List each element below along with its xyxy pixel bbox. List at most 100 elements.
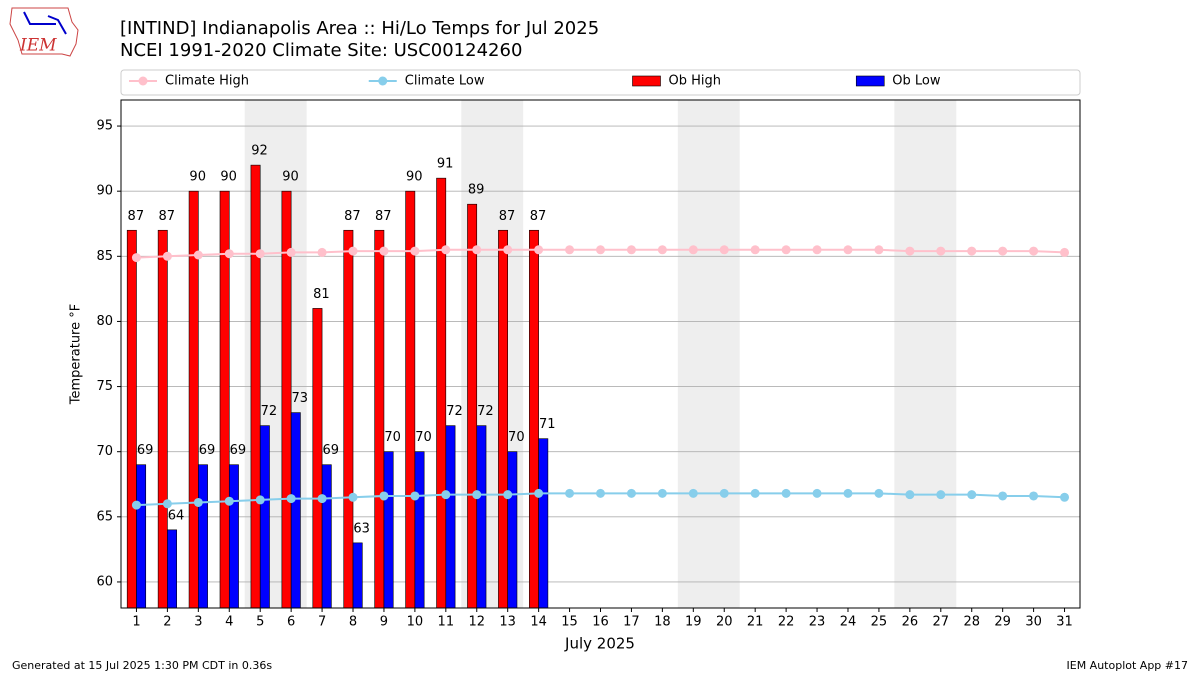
line-point — [255, 495, 265, 505]
line-point — [131, 253, 141, 263]
line-point — [936, 490, 946, 500]
x-tick-label: 1 — [132, 615, 140, 630]
line-point — [441, 245, 451, 255]
x-tick-label: 28 — [963, 615, 980, 630]
line-point — [1060, 247, 1070, 257]
line-point — [657, 488, 667, 498]
value-label: 64 — [168, 508, 185, 523]
line-point — [936, 246, 946, 256]
logo-icon — [23, 11, 67, 35]
weekend-shade — [894, 100, 957, 608]
plot-area: 87 87 90 90 92 90 81 87 87 90 91 89 87 87 69 64 69 69 72 73… — [121, 100, 1080, 609]
line-point — [1029, 491, 1039, 501]
legend-swatch — [632, 75, 661, 87]
value-label: 87 — [375, 209, 392, 224]
bar — [529, 229, 539, 609]
x-tick-label: 30 — [1025, 615, 1042, 630]
value-label: 70 — [508, 430, 525, 445]
footer-right: IEM Autoplot App #17 — [1067, 659, 1189, 672]
x-tick-label: 10 — [407, 615, 424, 630]
line-point — [565, 488, 575, 498]
line-point — [131, 500, 141, 510]
bar — [126, 229, 137, 609]
bar — [507, 451, 518, 609]
line-point — [905, 246, 915, 256]
y-axis-label: Temperature °F — [69, 304, 84, 405]
line-point — [596, 488, 605, 498]
line-point — [1029, 246, 1039, 256]
value-label: 69 — [322, 443, 339, 458]
value-label: 72 — [477, 404, 494, 419]
legend-label: Ob Low — [892, 74, 941, 89]
x-tick-label: 31 — [1056, 615, 1073, 630]
line-point — [998, 246, 1008, 256]
x-tick-label: 4 — [225, 615, 233, 630]
legend-label: Ob High — [669, 74, 722, 89]
line-point — [255, 249, 265, 259]
line-point — [286, 494, 296, 504]
line-point — [626, 245, 636, 255]
line-point — [781, 488, 791, 498]
x-tick-label: 13 — [499, 615, 516, 630]
x-tick-label: 19 — [685, 615, 702, 630]
bar — [436, 177, 447, 609]
value-label: 91 — [437, 157, 454, 172]
logo-text: IEM — [19, 36, 57, 56]
value-label: 90 — [220, 170, 237, 185]
legend-label: Climate High — [165, 74, 249, 89]
x-tick-label: 8 — [349, 615, 357, 630]
line-point — [162, 251, 172, 261]
weekend-shade — [677, 100, 740, 608]
line-point — [998, 491, 1008, 501]
value-label: 72 — [261, 404, 278, 419]
y-tick-label: 90 — [96, 184, 113, 199]
x-tick-label: 12 — [468, 615, 485, 630]
chart-subtitle: NCEI 1991-2020 Climate Site: USC00124260 — [120, 40, 522, 61]
value-label: 70 — [415, 430, 432, 445]
value-label: 90 — [406, 170, 423, 185]
x-tick-label: 3 — [194, 615, 202, 630]
line-point — [379, 491, 389, 501]
y-tick-label: 80 — [96, 314, 113, 329]
bar — [290, 412, 301, 609]
x-tick-label: 5 — [256, 615, 264, 630]
line-point — [441, 490, 451, 500]
x-tick-label: 21 — [747, 615, 764, 630]
bar — [383, 451, 394, 609]
x-tick-label: 25 — [871, 615, 888, 630]
logo: IEM — [9, 7, 79, 57]
line-point — [812, 488, 822, 498]
bar — [374, 229, 385, 609]
x-axis-label: July 2025 — [564, 635, 635, 653]
x-tick-label: 27 — [933, 615, 950, 630]
value-label: 90 — [189, 170, 206, 185]
line-point — [812, 245, 822, 255]
bar — [157, 229, 168, 609]
bar — [228, 464, 239, 609]
value-label: 92 — [251, 144, 268, 159]
line-point — [534, 488, 544, 498]
line-point — [410, 491, 420, 501]
line-point — [843, 245, 853, 255]
line-point — [193, 497, 203, 507]
line-point — [719, 488, 729, 498]
bar — [198, 464, 208, 609]
chart-title: [INTIND] Indianapolis Area :: Hi/Lo Temp… — [120, 18, 599, 39]
line-point — [750, 245, 760, 255]
line-point — [534, 245, 544, 255]
bar — [259, 425, 270, 609]
line-point — [348, 492, 358, 502]
footer-left: Generated at 15 Jul 2025 1:30 PM CDT in … — [12, 659, 272, 672]
x-tick-label: 16 — [592, 615, 609, 630]
x-tick-label: 20 — [716, 615, 733, 630]
bar — [321, 464, 332, 609]
line-point — [565, 245, 575, 255]
line-point — [162, 499, 172, 509]
value-label: 81 — [313, 287, 330, 302]
line-point — [472, 245, 482, 255]
line-point — [874, 245, 884, 255]
y-tick-label: 75 — [96, 379, 113, 394]
legend-label: Climate Low — [405, 74, 485, 89]
line-point — [874, 488, 884, 498]
